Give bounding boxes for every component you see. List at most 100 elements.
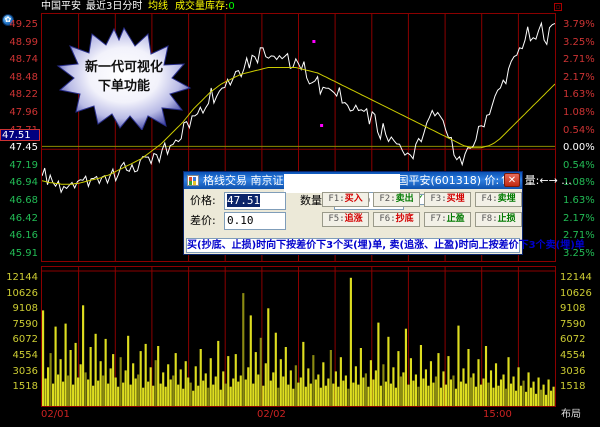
volume-axis-left-label: 6072	[12, 334, 38, 346]
dialog-title-text: 格线交易 南京证券	[203, 174, 295, 187]
dialog-title-obscured-region	[284, 174, 400, 193]
volume-axis-left-label: 1518	[12, 381, 38, 393]
hotkey-button-卖埋[interactable]: F4:卖埋	[475, 192, 522, 207]
chart-header: 中国平安 最近3日分时 均线 成交量 库存:0	[0, 0, 600, 13]
price-input[interactable]: 47.51	[224, 192, 286, 210]
volume-axis-left-label: 7590	[12, 318, 38, 330]
callout-text: 新一代可视化 下单功能	[56, 58, 192, 96]
volume-axis-right-label: 9108	[560, 303, 586, 315]
price-axis-left-label: 48.48	[9, 71, 38, 83]
price-axis-left-label: 48.22	[9, 89, 38, 101]
price-axis-right-label: 0.00%	[563, 142, 595, 154]
dialog-help-note: 买(抄底、止损)时向下按差价下3个买(埋)单, 卖(追涨、止盈)时向上按差价下3…	[186, 238, 585, 253]
price-axis-left-label: 46.68	[9, 195, 38, 206]
volume-chart-pane[interactable]	[41, 266, 556, 407]
hotkey-button-追涨[interactable]: F5:追涨	[322, 212, 369, 227]
hotkey-button-key: F2:	[379, 194, 396, 204]
hotkey-button-action: 止损	[497, 214, 516, 224]
price-axis-right-label: 0.54%	[563, 124, 595, 136]
volume-axis-right-label: 12144	[560, 272, 592, 283]
volume-axis-right-label: 10626	[560, 287, 592, 299]
hotkey-button-key: F8:	[481, 214, 498, 224]
price-axis-right-label: 1.63%	[563, 89, 595, 101]
price-axis-left-label: 48.99	[9, 36, 38, 48]
price-axis-left-label: 46.94	[9, 177, 38, 189]
header-volume-label[interactable]: 成交量	[175, 1, 205, 12]
price-axis-left-label: 47.19	[9, 159, 38, 171]
volume-axis-right-label: 7590	[560, 318, 586, 330]
price-axis-right-label: 0.54%	[563, 159, 595, 171]
price-axis-right-label: 3.79%	[563, 19, 595, 30]
hotkey-button-action: 卖出	[395, 194, 414, 204]
price-axis-right-label: 2.71%	[563, 54, 595, 66]
price-axis-left-label: 49.25	[9, 19, 38, 30]
hotkey-button-止盈[interactable]: F7:止盈	[424, 212, 471, 227]
hotkey-button-action: 买入	[344, 194, 363, 204]
layout-tag[interactable]: 布局	[561, 409, 581, 420]
price-axis-right-label: 2.17%	[563, 71, 595, 83]
price-field-label: 价格:	[190, 194, 216, 207]
price-axis-right-label: 2.17%	[563, 212, 595, 224]
hotkey-button-买埋[interactable]: F3:买埋	[424, 192, 471, 207]
volume-axis-left-label: 12144	[6, 272, 38, 283]
starburst-shape-icon	[56, 26, 192, 130]
price-axis-left-label: 46.16	[9, 230, 38, 242]
date-axis-label: 15:00	[483, 409, 512, 420]
volume-axis-right-label: 4554	[560, 350, 586, 361]
hotkey-button-抄底[interactable]: F6:抄底	[373, 212, 420, 227]
volume-axis-left-label: 3036	[12, 365, 38, 377]
callout-line-2: 下单功能	[97, 79, 150, 94]
volume-axis-left-label: 10626	[6, 287, 38, 299]
current-price-badge: 47.51	[0, 129, 40, 141]
logo-glyph-2: ✿	[4, 15, 12, 24]
volume-axis-left-label: 9108	[12, 303, 38, 315]
volume-chart-svg	[42, 267, 555, 406]
volume-axis-right-label: 3036	[560, 365, 586, 377]
dialog-app-icon	[187, 175, 199, 186]
price-axis-left-label: 48.74	[9, 54, 38, 66]
header-position: 库存:0	[205, 0, 235, 13]
date-axis-label: 02/02	[257, 409, 286, 420]
hotkey-button-key: F7:	[430, 214, 447, 224]
hotkey-button-action: 抄底	[395, 214, 414, 224]
grid-trade-dialog[interactable]: 格线交易 南京证券 (CTRL+1) 中国平安(601318) 价:↑ ↓ 量:…	[183, 171, 585, 255]
hotkey-button-key: F1:	[328, 194, 345, 204]
volume-axis-left-label: 4554	[12, 350, 38, 361]
header-ma-label[interactable]: 均线	[148, 1, 168, 12]
dialog-title-bar[interactable]: 格线交易 南京证券 (CTRL+1) 中国平安(601318) 价:↑ ↓ 量:…	[184, 172, 572, 193]
price-axis-right-label: 3.25%	[563, 36, 595, 48]
price-axis-left-label: 47.96	[9, 107, 38, 118]
spread-field-label: 差价:	[190, 214, 216, 227]
window-corner-marker-icon: ▫	[554, 3, 562, 11]
hotkey-button-action: 追涨	[344, 214, 363, 224]
hotkey-button-key: F5:	[328, 214, 345, 224]
volume-axis-right-label: 1518	[560, 381, 586, 393]
header-position-value: 0	[228, 1, 235, 12]
header-position-label: 库存:	[205, 1, 229, 12]
promo-starburst-callout: 新一代可视化 下单功能	[56, 26, 192, 130]
hotkey-button-action: 买埋	[446, 194, 465, 204]
app-logo-icon-bottom[interactable]: ✿	[2, 14, 14, 26]
hotkey-button-key: F6:	[379, 214, 396, 224]
price-axis-right-label: 1.63%	[563, 195, 595, 206]
hotkey-button-action: 止盈	[446, 214, 465, 224]
hotkey-button-买入[interactable]: F1:买入	[322, 192, 369, 207]
date-axis: 02/01 02/02 15:00	[41, 408, 556, 422]
hotkey-button-卖出[interactable]: F2:卖出	[373, 192, 420, 207]
dialog-body: 价格: 47.51 数量: 10000 反手 差价: 0.10 F1:买入F2:…	[184, 189, 585, 254]
price-input-value: 47.51	[227, 194, 261, 207]
hotkey-button-key: F3:	[430, 194, 447, 204]
hotkey-button-key: F4:	[481, 194, 498, 204]
close-icon[interactable]: ✕	[504, 173, 520, 187]
price-axis-left-label: 46.42	[9, 212, 38, 224]
volume-axis-right-label: 6072	[560, 334, 586, 346]
quantity-field-label: 数量:	[300, 194, 326, 207]
spread-input[interactable]: 0.10	[224, 212, 286, 230]
header-stock-name: 中国平安	[41, 1, 81, 12]
hotkey-button-止损[interactable]: F8:止损	[475, 212, 522, 227]
price-axis-right-label: 1.08%	[563, 107, 595, 118]
price-axis-right-label: 1.08%	[563, 177, 595, 189]
date-axis-label: 02/01	[41, 409, 70, 420]
header-period: 最近3日分时	[86, 1, 143, 12]
